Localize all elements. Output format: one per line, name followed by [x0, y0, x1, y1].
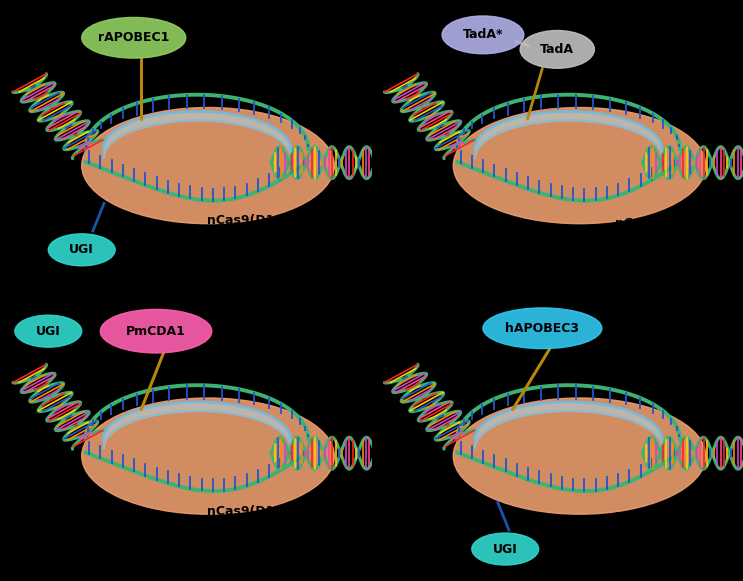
Ellipse shape [48, 234, 115, 266]
Text: rAPOBEC1: rAPOBEC1 [98, 31, 169, 44]
Text: UGI: UGI [36, 325, 61, 338]
Ellipse shape [15, 315, 82, 347]
Ellipse shape [483, 308, 602, 349]
Text: nCas9(D10A): nCas9(D10A) [207, 214, 299, 227]
Ellipse shape [453, 107, 706, 224]
Ellipse shape [82, 107, 334, 224]
Text: TadA: TadA [540, 43, 574, 56]
Text: PmCDA1: PmCDA1 [126, 325, 186, 338]
Ellipse shape [100, 309, 212, 353]
Ellipse shape [453, 398, 706, 514]
Ellipse shape [82, 17, 186, 58]
Text: nCas9(D10A): nCas9(D10A) [604, 511, 696, 523]
Text: nCas9(D10A): nCas9(D10A) [615, 217, 707, 230]
Text: hAPOBEC3: hAPOBEC3 [505, 322, 580, 335]
Ellipse shape [442, 16, 524, 54]
Text: nCas9(D10A): nCas9(D10A) [207, 505, 299, 518]
Text: UGI: UGI [69, 243, 94, 256]
Text: TadA*: TadA* [463, 28, 503, 41]
Ellipse shape [472, 533, 539, 565]
Text: UGI: UGI [493, 543, 518, 555]
Ellipse shape [82, 398, 334, 514]
Ellipse shape [520, 30, 594, 69]
